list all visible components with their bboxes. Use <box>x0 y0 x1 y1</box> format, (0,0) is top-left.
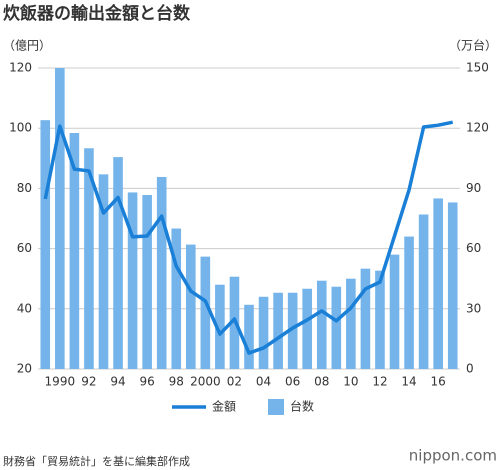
y2-tick-label: 90 <box>466 181 481 195</box>
bar <box>55 68 65 369</box>
y-axis-label: （億円） <box>3 39 51 53</box>
bar <box>171 228 182 369</box>
bar <box>273 292 283 369</box>
bar <box>433 198 443 369</box>
x-tick-label: 04 <box>256 375 271 389</box>
source: 財務省「貿易統計」を基に編集部作成 <box>3 454 190 468</box>
bar <box>244 304 254 369</box>
legend-label: 金額 <box>212 399 236 414</box>
bar <box>331 286 342 369</box>
x-tick-label: 2000 <box>190 375 221 389</box>
y-tick-label: 80 <box>17 181 32 195</box>
y2-tick-label: 30 <box>466 301 481 315</box>
x-tick-label: 92 <box>81 375 96 389</box>
legend-swatch <box>268 399 284 415</box>
x-tick-label: 94 <box>110 375 125 389</box>
y-tick-label: 40 <box>17 301 32 315</box>
bar <box>302 288 313 369</box>
chart-title: 炊飯器の輸出金額と台数 <box>3 3 191 24</box>
x-tick-label: 06 <box>285 375 300 389</box>
bar <box>69 133 80 369</box>
bar <box>185 244 196 369</box>
x-tick-label: 1990 <box>45 375 76 389</box>
bar <box>346 278 356 369</box>
x-tick-label: 08 <box>314 375 329 389</box>
y2-tick-label: 0 <box>466 362 474 376</box>
y2-tick-label: 120 <box>466 121 489 135</box>
y2-tick-label: 60 <box>466 241 481 255</box>
bar <box>404 236 414 369</box>
y-tick-label: 60 <box>17 241 32 255</box>
brand: nippon.com <box>409 447 497 465</box>
x-tick-label: 10 <box>343 375 358 389</box>
bar <box>156 176 167 369</box>
bar <box>316 280 327 369</box>
bar <box>447 202 458 369</box>
bar <box>142 195 152 369</box>
bar <box>360 268 371 369</box>
bar <box>258 296 269 369</box>
x-tick-label: 02 <box>227 375 242 389</box>
x-tick-label: 14 <box>401 375 416 389</box>
y-tick-label: 120 <box>9 61 32 75</box>
bar <box>98 174 109 369</box>
bar <box>113 157 123 369</box>
bar <box>84 148 94 369</box>
y2-tick-label: 150 <box>466 61 489 75</box>
x-tick-label: 12 <box>372 375 387 389</box>
x-tick-label: 98 <box>169 375 184 389</box>
bar <box>418 214 429 369</box>
y-tick-label: 20 <box>17 362 32 376</box>
y2-axis-label: （万台） <box>449 38 497 53</box>
bar <box>389 254 400 369</box>
x-tick-label: 96 <box>139 375 154 389</box>
bar <box>375 270 385 369</box>
bar <box>287 292 298 369</box>
legend-label: 台数 <box>290 399 314 414</box>
bar <box>215 284 225 369</box>
bar <box>40 120 51 369</box>
y-tick-label: 100 <box>9 121 32 135</box>
bar <box>127 192 138 369</box>
x-tick-label: 16 <box>431 375 446 389</box>
line <box>43 120 454 355</box>
bar <box>200 256 211 369</box>
